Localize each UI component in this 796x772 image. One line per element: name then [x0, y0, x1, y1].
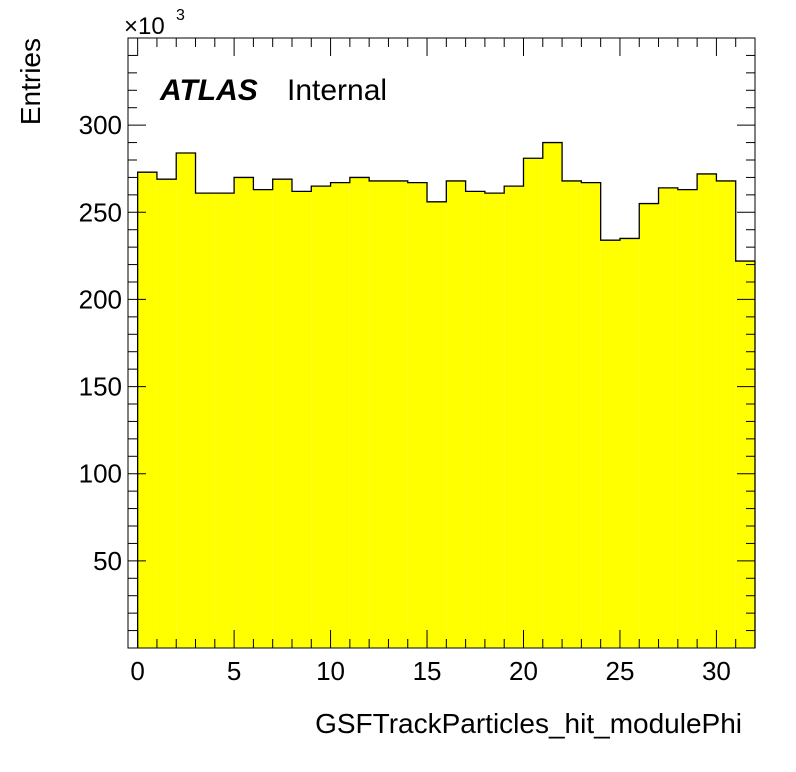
histogram-bar: [465, 191, 485, 648]
histogram-bar: [504, 186, 524, 648]
histogram-bar: [600, 240, 620, 648]
histogram-bar: [562, 180, 582, 648]
histogram-bar: [581, 182, 601, 648]
histogram-bar: [677, 189, 698, 648]
x-tick-label: 10: [316, 656, 345, 686]
histogram-bar: [446, 180, 466, 648]
x-axis-title: GSFTrackParticles_hit_modulePhi: [315, 708, 742, 739]
histogram-bar: [407, 182, 428, 648]
x-tick-labels: 0 5 10 15 20 25 30: [130, 656, 730, 686]
x-tick-label: 5: [227, 656, 241, 686]
y-axis-title: Entries: [15, 38, 46, 125]
y-tick-label: 100: [79, 459, 122, 489]
x-tick-label: 25: [605, 656, 634, 686]
histogram-bar: [253, 189, 273, 648]
histogram-bar: [330, 182, 350, 648]
histogram-bar: [214, 193, 235, 648]
y-tick-label: 150: [79, 372, 122, 402]
histogram-outline: [136, 141, 756, 648]
y-multiplier: ×10: [124, 13, 165, 40]
histogram-bar: [716, 180, 736, 648]
histogram-bar: [388, 180, 408, 648]
x-tick-label: 20: [509, 656, 538, 686]
histogram-bar: [619, 238, 640, 648]
y-tick-labels: 50 100 150 200 250 300: [79, 110, 122, 576]
histogram-bar: [697, 173, 717, 648]
histogram-bar: [658, 187, 678, 648]
y-tick-label: 300: [79, 110, 122, 140]
y-tick-label: 250: [79, 197, 122, 227]
histogram-bar: [137, 172, 157, 648]
y-tick-label: 200: [79, 284, 122, 314]
histogram-bar: [349, 177, 370, 648]
x-tick-label: 0: [130, 656, 144, 686]
histogram-bar: [291, 191, 312, 648]
atlas-label: ATLAS: [159, 74, 258, 107]
histogram-bar: [484, 193, 505, 648]
histogram-bar: [427, 201, 447, 649]
histogram-bar: [369, 180, 389, 648]
histogram-bar: [176, 153, 196, 648]
histogram-bar: [195, 193, 215, 648]
histogram-bar: [639, 203, 659, 649]
histogram-bar: [735, 261, 755, 648]
histogram-bar: [272, 179, 292, 648]
histogram-bar: [156, 179, 177, 648]
histogram-bar: [234, 177, 254, 648]
histogram-bar: [523, 158, 543, 648]
plot-frame: [127, 37, 756, 649]
histogram-bar: [311, 186, 331, 648]
y-multiplier-exponent: 3: [176, 7, 185, 24]
axis-ticks: [128, 38, 755, 648]
x-tick-label: 15: [413, 656, 442, 686]
histogram-bars: [136, 141, 756, 649]
y-tick-label: 50: [93, 546, 122, 576]
histogram-bar: [542, 142, 563, 649]
internal-label: Internal: [287, 74, 387, 107]
x-tick-label: 30: [702, 656, 731, 686]
